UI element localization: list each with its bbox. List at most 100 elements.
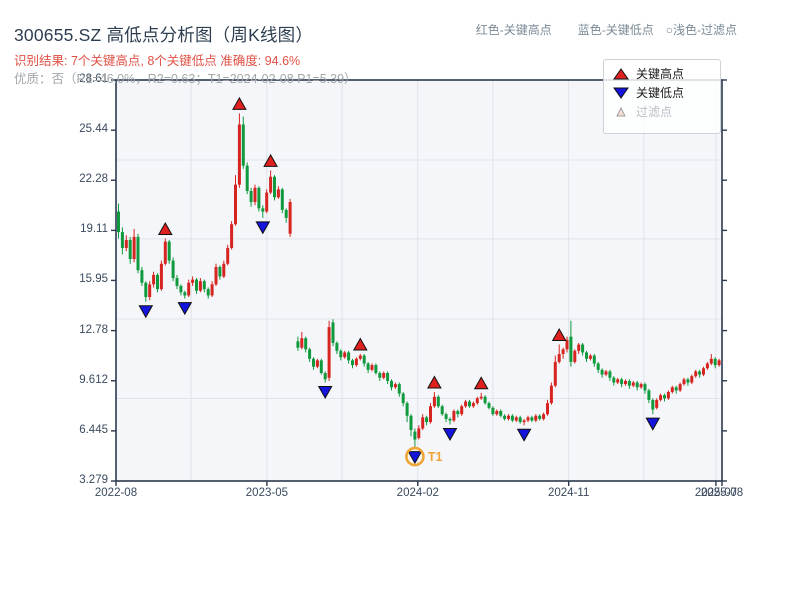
candle-down [651,399,655,410]
legend-label-key-low: 关键低点 [636,86,685,100]
candle-up [694,371,698,377]
candle-down [136,236,140,271]
candle-up [705,363,709,369]
candle-up [417,428,421,438]
candle-down [620,379,624,385]
filtered-point-triangle-icon [616,106,626,116]
candle-down [304,338,308,350]
candle-down [436,396,440,407]
y-tick-label: 6.445 [79,423,108,436]
top-legend-filter-label: ○浅色-过滤点 [665,23,737,37]
candle-up [670,387,674,393]
candle-up [315,360,319,367]
candle-down [156,274,159,290]
candle-up [214,266,218,285]
y-tick-label: 12.78 [79,323,108,336]
candle-up [198,281,202,291]
candle-down [362,355,366,364]
key-low-triangle-icon [613,87,629,99]
candle-up [604,371,608,375]
page-title: 300655.SZ 高低点分析图（周K线图） [14,25,314,45]
candle-down [378,373,382,378]
t1-label: T1 [428,450,443,464]
candle-down [347,352,351,361]
candle-down [117,211,120,233]
candle-down [448,418,452,421]
plot-legend-box: 关键高点 关键低点 过滤点 [603,59,721,134]
candle-down [374,365,378,374]
candle-up [573,350,577,362]
recognition-result-text: 识别结果: 7个关键高点, 8个关键低点 准确度: 94.6% [14,54,301,68]
candlestick-plot-area: T1 [111,79,727,486]
candle-up [148,284,152,298]
key-low-marker [177,302,193,316]
candle-up [495,411,499,415]
y-tick-label: 3.279 [79,474,108,486]
candle-down [499,411,503,416]
candle-up [226,247,230,264]
key-low-marker [138,305,154,319]
key-low-marker [442,427,458,441]
candle-down [335,342,339,351]
key-high-marker [427,375,442,389]
legend-item-filtered: 过滤点 [613,102,720,121]
candle-up [452,411,456,421]
candle-down [405,403,409,416]
candle-down [128,240,132,260]
candle-down [167,241,171,261]
t1-circle [405,446,425,467]
candle-down [643,384,647,391]
candle-down [585,352,588,359]
candle-down [686,379,690,383]
candle-up [382,373,386,378]
candle-down [218,266,222,277]
quality-summary-text: 优质：否（R1=46.0%，R2=0.63；T1=2024-02-08 P1=5… [14,72,357,86]
candle-up [276,189,280,198]
candle-down [319,360,323,374]
candle-down [366,363,370,370]
y-tick-label: 9.612 [79,373,108,386]
candle-up [471,403,475,407]
candle-down [249,190,253,203]
candle-down [386,373,390,381]
candle-up [191,279,195,283]
candle-down [390,380,393,388]
candle-up [429,406,432,423]
candle-down [600,369,604,375]
candle-up [546,403,549,415]
candle-up [682,379,686,385]
candle-up [631,382,635,386]
candle-up [549,385,553,404]
key-high-marker [352,337,368,351]
candle-down [698,371,702,375]
key-low-marker [407,451,423,465]
key-high-marker [551,328,567,342]
legend-item-key-high: 关键高点 [613,64,720,83]
candle-down [440,406,444,415]
y-tick-label: 25.44 [79,123,108,136]
key-low-marker [645,417,661,431]
key-low-marker [516,428,532,442]
candle-up [159,263,163,290]
candle-up [522,420,526,423]
candle-down [409,415,413,431]
candle-down [612,377,616,383]
candle-up [327,327,331,378]
candle-down [195,279,198,291]
candle-up [300,338,304,348]
candle-up [230,224,234,248]
x-tick-label: 2022-08 [94,487,138,499]
top-legend-blue-label: 蓝色-关键低点 [577,23,654,37]
candle-down [323,373,327,380]
x-tick-label: 2024-11 [547,487,590,499]
key-high-marker [157,221,173,235]
candle-down [401,393,405,404]
candle-up [354,358,358,366]
candle-up [655,399,659,408]
y-tick-label: 28.61 [79,73,108,85]
candle-down [713,358,717,366]
candle-up [534,415,538,421]
candle-down [308,349,312,359]
candle-down [444,414,448,419]
